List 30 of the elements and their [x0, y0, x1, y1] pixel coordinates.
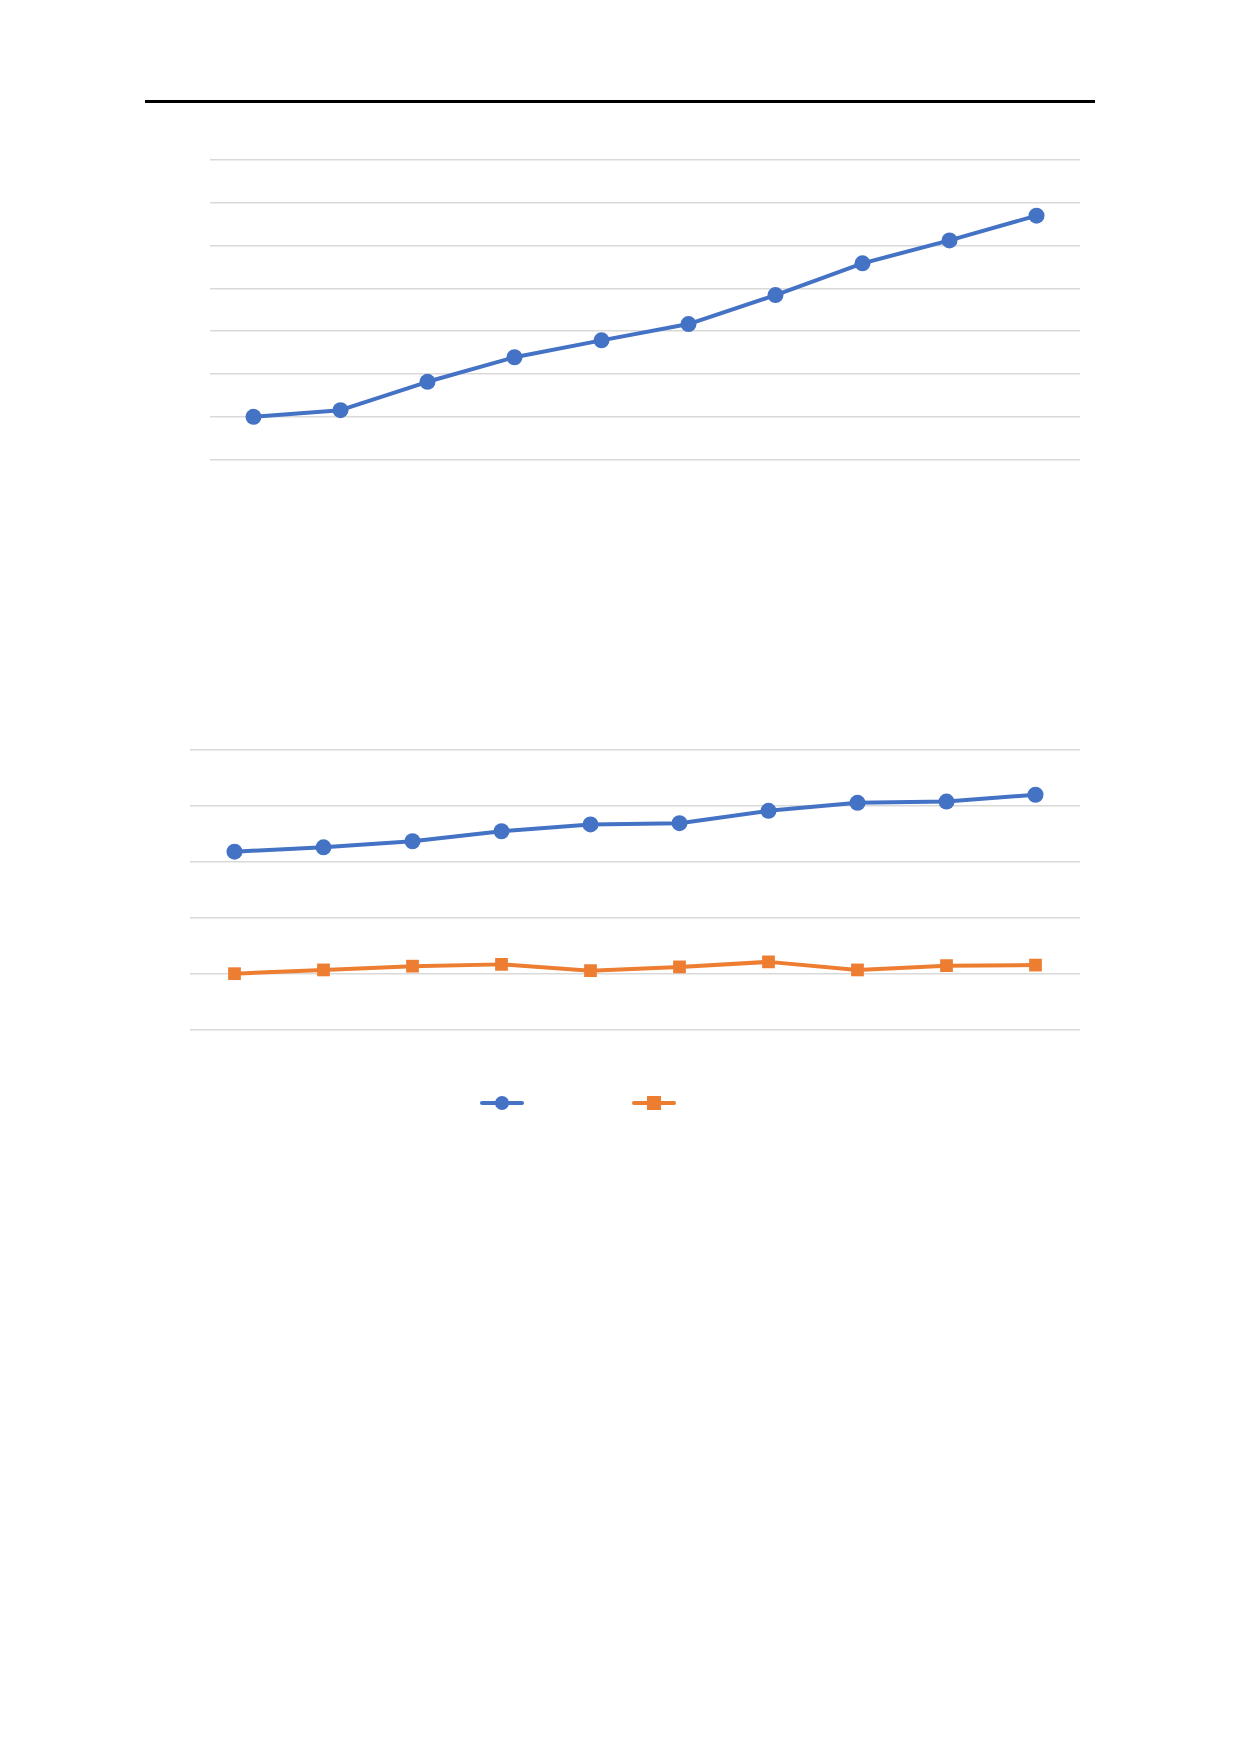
point: [419, 373, 436, 390]
point: [671, 815, 688, 832]
point: [593, 332, 610, 349]
point: [495, 958, 508, 971]
point: [228, 967, 241, 981]
point: [506, 349, 523, 366]
point: [941, 232, 958, 249]
point: [1028, 207, 1045, 224]
point: [854, 255, 871, 272]
point: [938, 793, 955, 810]
point: [851, 963, 864, 977]
point: [584, 964, 597, 977]
point: [317, 963, 330, 977]
point: [940, 959, 953, 972]
point: [493, 823, 510, 840]
point: [760, 802, 777, 819]
point: [406, 959, 419, 973]
point: [245, 408, 262, 425]
point: [404, 833, 421, 850]
point: [849, 794, 866, 811]
point: [582, 816, 599, 833]
point: [762, 955, 775, 969]
point: [680, 316, 697, 333]
point: [1027, 786, 1044, 803]
point: [315, 839, 332, 856]
point: [226, 843, 243, 860]
point: [1029, 958, 1042, 972]
point: [673, 960, 686, 974]
point: [767, 287, 784, 304]
point: [332, 402, 349, 419]
